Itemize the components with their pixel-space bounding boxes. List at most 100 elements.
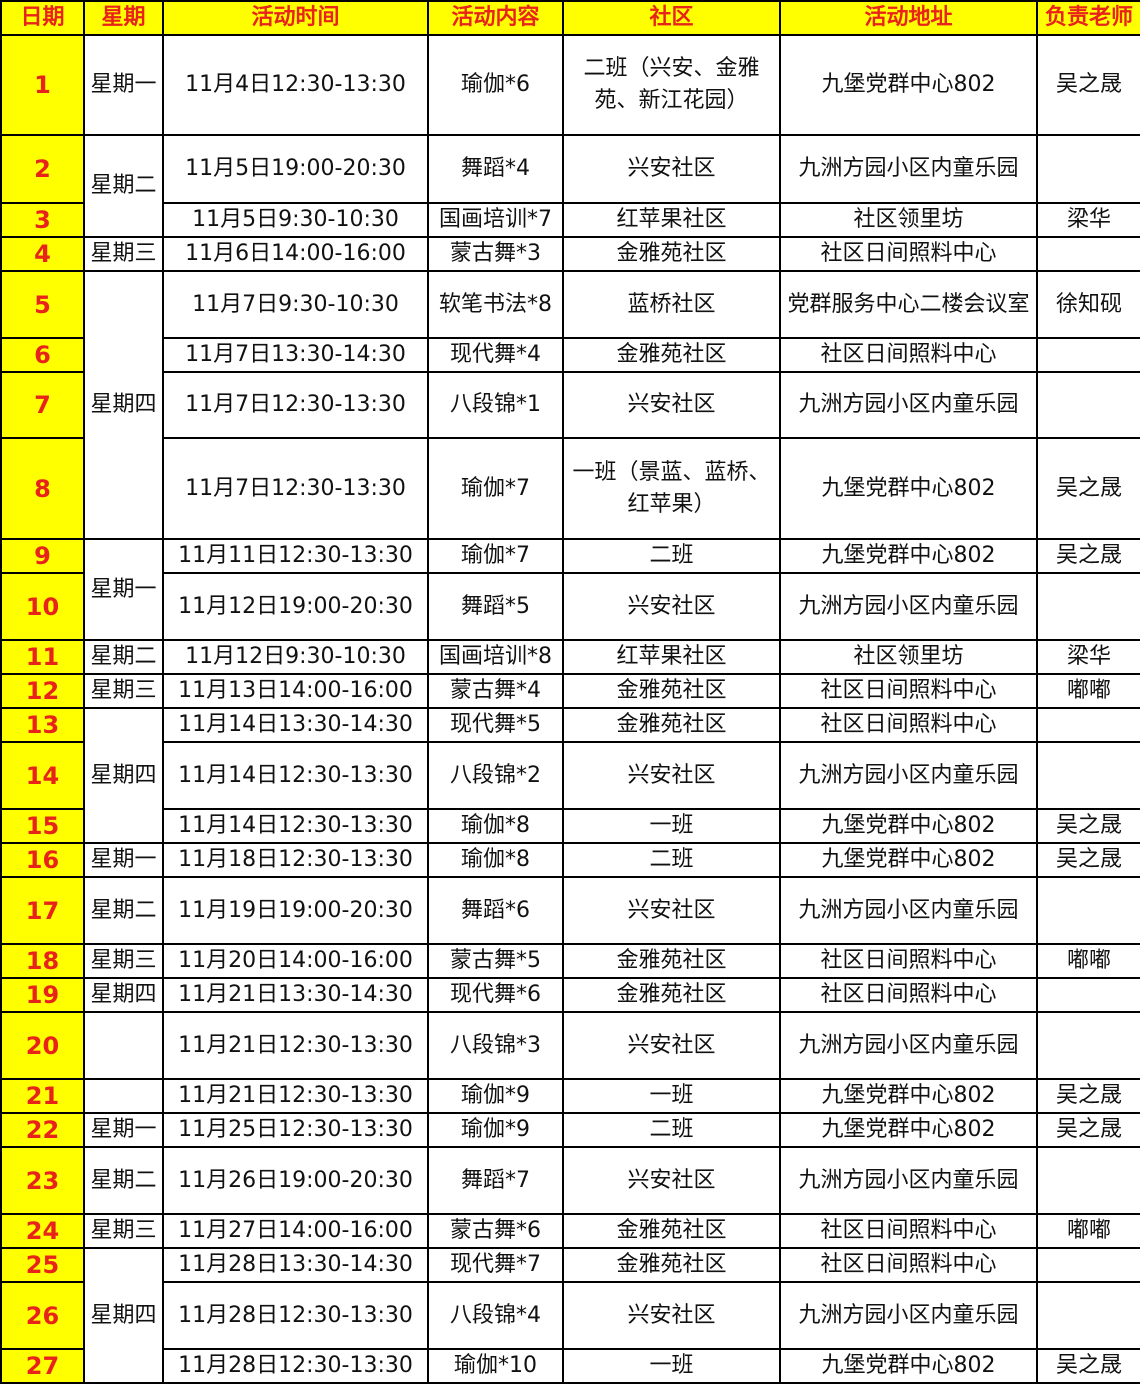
teacher-cell: 嘟嘟 — [1036, 673, 1140, 709]
address-cell: 九堡党群中心802 — [779, 437, 1038, 540]
table-row: 17 星期二 11月19日19:00-20:30 舞蹈*6 兴安社区 九洲方园小区内童乐园 — [0, 876, 1140, 945]
address-cell: 九洲方园小区内童乐园 — [779, 1011, 1038, 1080]
weekday-cell: 星期三 — [83, 943, 164, 979]
community-cell: 兴安社区 — [562, 1146, 781, 1215]
table-row: 18 星期三 11月20日14:00-16:00 蒙古舞*5 金雅苑社区 社区日间照料中心… — [0, 943, 1140, 979]
community-cell: 一班 — [562, 1078, 781, 1114]
time-cell: 11月20日14:00-16:00 — [162, 943, 429, 979]
table-row: 14 11月14日12:30-13:30 八段锦*2 兴安社区 九洲方园小区内童乐园 — [0, 741, 1140, 810]
teacher-cell — [1036, 134, 1140, 204]
time-cell: 11月6日14:00-16:00 — [162, 236, 429, 272]
date-number-cell: 26 — [0, 1281, 85, 1350]
date-number-cell: 7 — [0, 371, 85, 439]
time-cell: 11月7日12:30-13:30 — [162, 371, 429, 439]
address-cell: 九洲方园小区内童乐园 — [779, 1146, 1038, 1215]
time-cell: 11月11日12:30-13:30 — [162, 538, 429, 574]
time-cell: 11月12日19:00-20:30 — [162, 572, 429, 641]
date-number-cell: 9 — [0, 538, 85, 574]
teacher-cell: 吴之晟 — [1036, 437, 1140, 540]
teacher-cell — [1036, 1247, 1140, 1283]
activity-cell: 舞蹈*7 — [427, 1146, 564, 1215]
activity-cell: 国画培训*8 — [427, 639, 564, 675]
time-cell: 11月21日12:30-13:30 — [162, 1078, 429, 1114]
teacher-cell — [1036, 371, 1140, 439]
activity-cell: 舞蹈*4 — [427, 134, 564, 204]
weekday-cell: 星期四 — [83, 977, 164, 1013]
teacher-cell — [1036, 1146, 1140, 1215]
date-number-cell: 25 — [0, 1247, 85, 1283]
weekday-cell: 星期一 — [83, 842, 164, 878]
activity-cell: 国画培训*7 — [427, 202, 564, 238]
weekday-cell: 星期三 — [83, 1213, 164, 1249]
teacher-cell — [1036, 236, 1140, 272]
table-row: 7 11月7日12:30-13:30 八段锦*1 兴安社区 九洲方园小区内童乐园 — [0, 371, 1140, 439]
community-cell: 金雅苑社区 — [562, 673, 781, 709]
community-cell: 金雅苑社区 — [562, 1213, 781, 1249]
activity-cell: 瑜伽*10 — [427, 1348, 564, 1384]
weekday-cell — [83, 1078, 164, 1114]
teacher-cell: 吴之晟 — [1036, 1078, 1140, 1114]
time-cell: 11月7日9:30-10:30 — [162, 270, 429, 339]
activity-cell: 瑜伽*9 — [427, 1112, 564, 1148]
community-cell: 兴安社区 — [562, 572, 781, 641]
header-teacher: 负责老师 — [1036, 0, 1140, 36]
time-cell: 11月18日12:30-13:30 — [162, 842, 429, 878]
weekday-cell: 星期一 — [83, 538, 164, 641]
teacher-cell — [1036, 1281, 1140, 1350]
date-number-cell: 19 — [0, 977, 85, 1013]
teacher-cell: 梁华 — [1036, 639, 1140, 675]
address-cell: 九堡党群中心802 — [779, 1348, 1038, 1384]
activity-cell: 瑜伽*8 — [427, 842, 564, 878]
activity-cell: 软笔书法*8 — [427, 270, 564, 339]
address-cell: 九洲方园小区内童乐园 — [779, 876, 1038, 945]
community-cell: 二班（兴安、金雅苑、新江花园） — [562, 34, 781, 136]
header-date: 日期 — [0, 0, 85, 36]
teacher-cell: 徐知砚 — [1036, 270, 1140, 339]
activity-cell: 蒙古舞*5 — [427, 943, 564, 979]
date-number-cell: 6 — [0, 337, 85, 373]
weekday-cell: 星期二 — [83, 876, 164, 945]
teacher-cell — [1036, 572, 1140, 641]
teacher-cell — [1036, 741, 1140, 810]
teacher-cell: 嘟嘟 — [1036, 943, 1140, 979]
weekday-cell: 星期一 — [83, 34, 164, 136]
table-row: 6 11月7日13:30-14:30 现代舞*4 金雅苑社区 社区日间照料中心 — [0, 337, 1140, 373]
time-cell: 11月19日19:00-20:30 — [162, 876, 429, 945]
table-row: 5 星期四 11月7日9:30-10:30 软笔书法*8 蓝桥社区 党群服务中心二楼会议室… — [0, 270, 1140, 540]
address-cell: 九洲方园小区内童乐园 — [779, 371, 1038, 439]
community-cell: 二班 — [562, 1112, 781, 1148]
community-cell: 蓝桥社区 — [562, 270, 781, 339]
address-cell: 社区日间照料中心 — [779, 1213, 1038, 1249]
time-cell: 11月21日13:30-14:30 — [162, 977, 429, 1013]
date-number-cell: 18 — [0, 943, 85, 979]
date-number-cell: 1 — [0, 34, 85, 136]
activity-cell: 现代舞*6 — [427, 977, 564, 1013]
address-cell: 九堡党群中心802 — [779, 808, 1038, 844]
activity-cell: 蒙古舞*4 — [427, 673, 564, 709]
date-number-cell: 8 — [0, 437, 85, 540]
time-cell: 11月14日12:30-13:30 — [162, 808, 429, 844]
address-cell: 九堡党群中心802 — [779, 538, 1038, 574]
time-cell: 11月25日12:30-13:30 — [162, 1112, 429, 1148]
address-cell: 九堡党群中心802 — [779, 1078, 1038, 1114]
table-row: 3 11月5日9:30-10:30 国画培训*7 红苹果社区 社区领里坊 梁华 — [0, 202, 1140, 238]
weekday-cell: 星期四 — [83, 707, 164, 844]
community-cell: 红苹果社区 — [562, 202, 781, 238]
teacher-cell — [1036, 337, 1140, 373]
time-cell: 11月28日13:30-14:30 — [162, 1247, 429, 1283]
time-cell: 11月26日19:00-20:30 — [162, 1146, 429, 1215]
date-number-cell: 21 — [0, 1078, 85, 1114]
date-number-cell: 24 — [0, 1213, 85, 1249]
community-cell: 兴安社区 — [562, 371, 781, 439]
address-cell: 社区日间照料中心 — [779, 943, 1038, 979]
community-cell: 兴安社区 — [562, 876, 781, 945]
community-cell: 金雅苑社区 — [562, 236, 781, 272]
date-number-cell: 23 — [0, 1146, 85, 1215]
community-cell: 一班（景蓝、蓝桥、红苹果） — [562, 437, 781, 540]
teacher-cell: 吴之晟 — [1036, 34, 1140, 136]
date-number-cell: 20 — [0, 1011, 85, 1080]
activity-cell: 八段锦*3 — [427, 1011, 564, 1080]
teacher-cell — [1036, 707, 1140, 743]
weekday-cell — [83, 1011, 164, 1080]
table-row: 26 11月28日12:30-13:30 八段锦*4 兴安社区 九洲方园小区内童乐园 — [0, 1281, 1140, 1350]
